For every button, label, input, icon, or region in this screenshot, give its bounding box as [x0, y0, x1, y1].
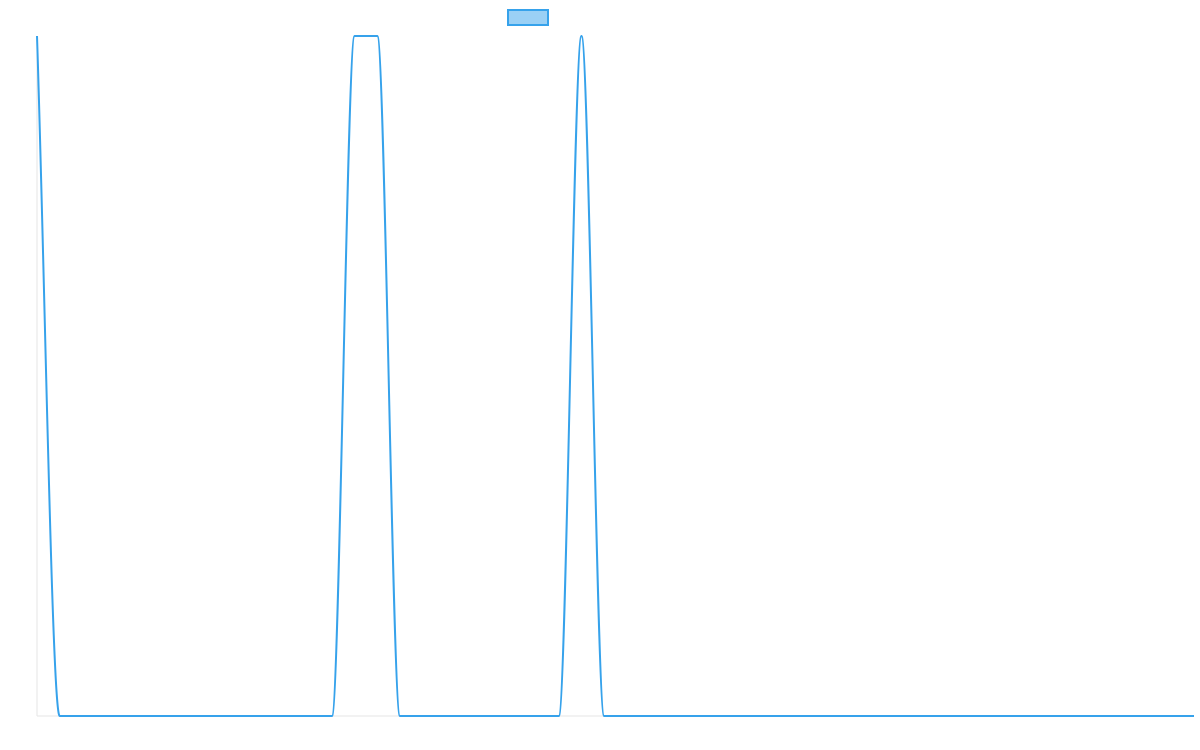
legend[interactable]: [507, 9, 549, 26]
legend-swatch[interactable]: [507, 9, 549, 26]
axes: [36, 36, 1194, 717]
series-layer: [36, 35, 1194, 717]
series-line-0: [36, 35, 1194, 717]
